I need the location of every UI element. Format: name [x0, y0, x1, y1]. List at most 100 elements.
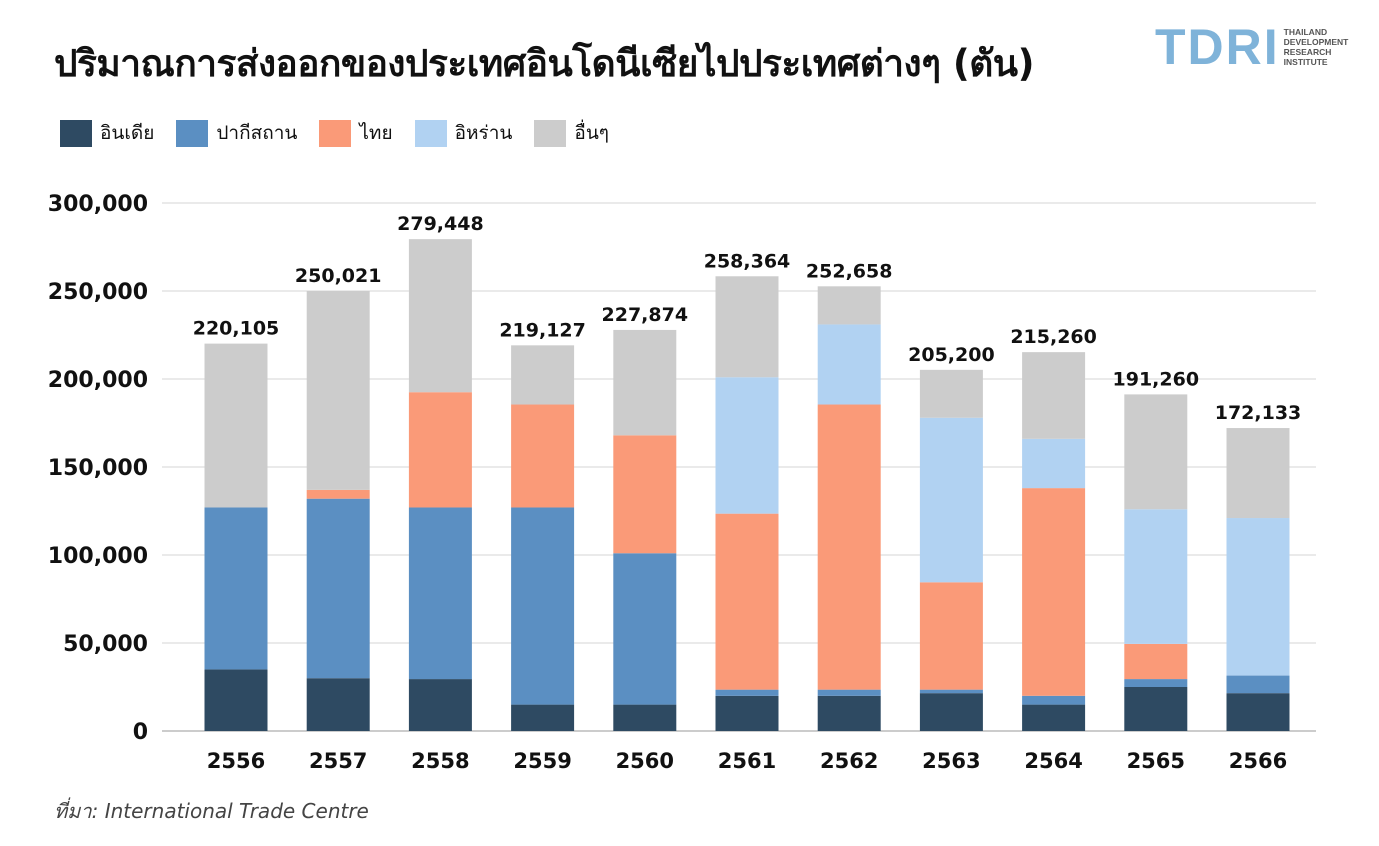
- bar-segment: [408, 239, 472, 393]
- legend-item-iran: อิหร่าน: [414, 118, 513, 148]
- legend-item-pakistan: ปากีสถาน: [176, 118, 297, 148]
- chart-title: ปริมาณการส่งออกของประเทศอินโดนีเซียไปประ…: [54, 42, 1035, 85]
- total-label: 215,260: [1010, 326, 1097, 348]
- total-label: 258,364: [704, 250, 791, 272]
- bar-segment: [715, 513, 779, 690]
- total-label: 205,200: [908, 344, 995, 366]
- y-tick-label: 100,000: [48, 544, 148, 569]
- bar-segment: [715, 276, 779, 378]
- x-tick-label: 2566: [1229, 749, 1287, 773]
- legend: อินเดีย ปากีสถาน ไทย อิหร่าน อื่นๆ: [60, 118, 631, 148]
- total-label: 191,260: [1113, 368, 1200, 390]
- bar-segment: [817, 689, 881, 696]
- y-tick-label: 0: [133, 720, 148, 745]
- x-tick-label: 2562: [820, 749, 878, 773]
- x-tick-label: 2564: [1024, 749, 1082, 773]
- logo-mark: TDRI: [1155, 19, 1280, 75]
- bar-segment: [817, 695, 881, 731]
- total-label: 250,021: [295, 265, 382, 287]
- legend-item-thailand: ไทย: [319, 118, 393, 148]
- source-note: ที่มา: International Trade Centre: [54, 799, 369, 823]
- y-tick-label: 250,000: [48, 280, 148, 305]
- bar-segment: [1124, 679, 1188, 687]
- bar-segment: [1022, 695, 1086, 705]
- legend-swatch: [534, 119, 567, 147]
- bar-segment: [1022, 438, 1086, 489]
- legend-swatch: [176, 119, 209, 147]
- x-tick-label: 2559: [513, 749, 571, 773]
- bar-segment: [511, 404, 575, 508]
- bar-segment: [715, 695, 779, 731]
- bar-segment: [919, 689, 983, 694]
- x-tick-label: 2561: [718, 749, 776, 773]
- tdri-logo: TDRI THAILAND DEVELOPMENT RESEARCH INSTI…: [1155, 22, 1348, 72]
- legend-label: ปากีสถาน: [216, 122, 298, 144]
- y-tick-label: 50,000: [63, 632, 148, 657]
- bar-segment: [715, 377, 779, 514]
- bar-segment: [919, 417, 983, 583]
- bar-segment: [1226, 693, 1290, 731]
- y-tick-label: 300,000: [48, 192, 148, 217]
- bar-segment: [613, 329, 677, 436]
- x-tick-label: 2565: [1127, 749, 1185, 773]
- bar-segment: [817, 286, 881, 325]
- bar-segment: [306, 678, 370, 731]
- total-label: 252,658: [806, 260, 893, 282]
- bar-segment: [1022, 704, 1086, 731]
- logo-subtitle: THAILAND DEVELOPMENT RESEARCH INSTITUTE: [1284, 27, 1349, 67]
- legend-item-others: อื่นๆ: [534, 118, 609, 148]
- bar-segment: [715, 689, 779, 696]
- bar-segment: [1226, 428, 1290, 519]
- bar-segment: [408, 392, 472, 508]
- legend-label: อื่นๆ: [574, 122, 610, 144]
- bar-segment: [919, 582, 983, 690]
- bar-segment: [919, 693, 983, 731]
- bar-segment: [1124, 687, 1188, 731]
- legend-swatch: [414, 119, 447, 147]
- x-tick-label: 2563: [922, 749, 980, 773]
- total-label: 219,127: [499, 319, 586, 341]
- x-tick-label: 2556: [207, 749, 265, 773]
- x-tick-label: 2557: [309, 749, 367, 773]
- bar-segment: [408, 679, 472, 731]
- logo-line: THAILAND: [1283, 27, 1328, 37]
- bar-segment: [204, 669, 268, 731]
- bar-segment: [1124, 394, 1188, 510]
- y-tick-label: 200,000: [48, 368, 148, 393]
- legend-label: อิหร่าน: [454, 122, 513, 144]
- y-tick-label: 150,000: [48, 456, 148, 481]
- bar-segment: [306, 489, 370, 499]
- x-tick-label: 2560: [616, 749, 674, 773]
- bar-segment: [1226, 518, 1290, 676]
- total-label: 227,874: [602, 304, 689, 326]
- legend-label: อินเดีย: [100, 122, 155, 144]
- legend-swatch: [319, 119, 352, 147]
- bar-segment: [204, 507, 268, 670]
- x-tick-label: 2558: [411, 749, 469, 773]
- bar-segment: [1022, 352, 1086, 439]
- bar-segment: [1124, 643, 1188, 680]
- total-label: 279,448: [397, 213, 484, 235]
- logo-line: INSTITUTE: [1283, 57, 1328, 67]
- bar-segment: [306, 498, 370, 679]
- bar-segment: [306, 290, 370, 490]
- bar-segment: [613, 435, 677, 554]
- total-label: 220,105: [193, 318, 280, 340]
- bar-segment: [1226, 675, 1290, 694]
- bar-segment: [817, 404, 881, 690]
- total-label: 172,133: [1215, 402, 1302, 424]
- bar-segment: [919, 369, 983, 418]
- legend-swatch: [60, 119, 92, 147]
- bar-segment: [613, 553, 677, 705]
- bar-segment: [613, 704, 677, 731]
- bar-segment: [204, 343, 268, 508]
- bar-segment: [511, 507, 575, 705]
- logo-line: RESEARCH: [1283, 47, 1332, 57]
- legend-item-india: อินเดีย: [60, 118, 154, 148]
- bar-segment: [511, 345, 575, 405]
- bar-segment: [817, 324, 881, 405]
- logo-line: DEVELOPMENT: [1283, 37, 1349, 47]
- bar-segment: [511, 704, 575, 731]
- bar-segment: [1022, 488, 1086, 696]
